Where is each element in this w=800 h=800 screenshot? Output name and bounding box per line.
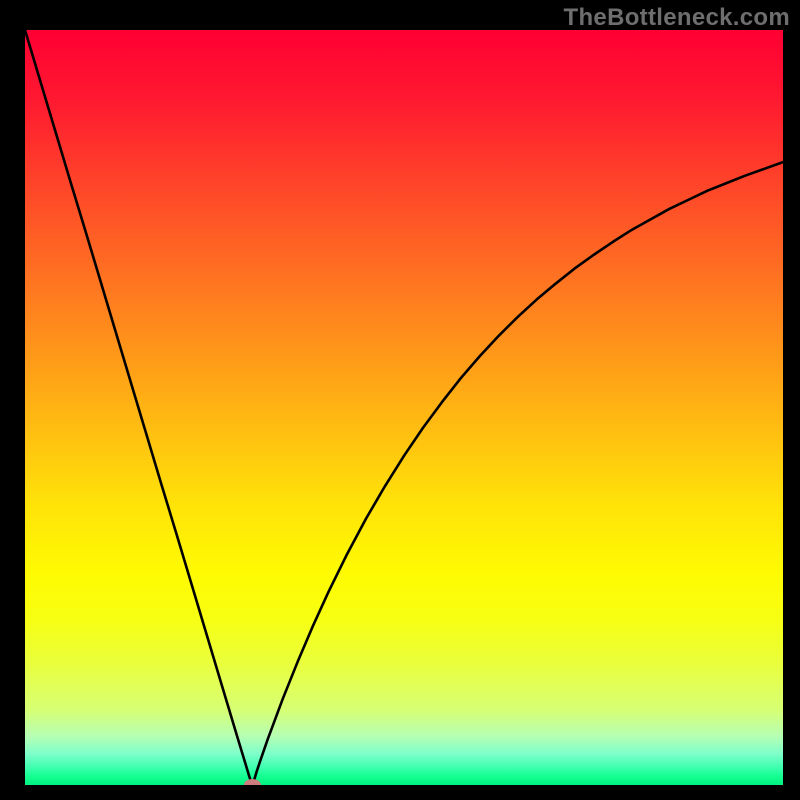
plot-area bbox=[25, 30, 783, 785]
chart-svg bbox=[25, 30, 783, 785]
chart-frame: TheBottleneck.com bbox=[0, 0, 800, 800]
watermark-text: TheBottleneck.com bbox=[564, 4, 790, 32]
